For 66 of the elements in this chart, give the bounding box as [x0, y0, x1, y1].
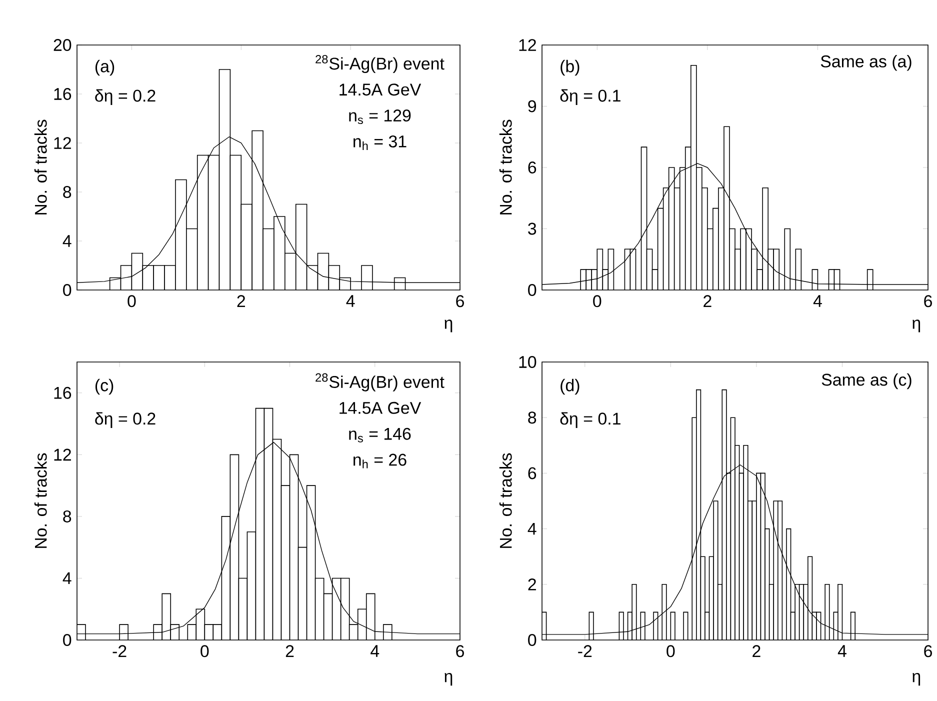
- y-axis-title: No. of tracks: [499, 120, 512, 214]
- x-tick-label: 6: [924, 645, 932, 658]
- x-tick-label: 0: [128, 295, 136, 308]
- y-tick-label: 0: [63, 634, 72, 646]
- x-tick-label: 2: [286, 645, 294, 658]
- x-tick-label: 6: [456, 295, 464, 308]
- annotation: δη = 0.2: [95, 412, 156, 428]
- x-tick-label: 6: [924, 295, 932, 308]
- y-axis-title: No. of tracks: [34, 120, 47, 214]
- x-tick-label: -2: [112, 645, 126, 658]
- x-axis-title: η: [444, 320, 452, 332]
- annotation: Same as (a): [820, 54, 912, 71]
- annotation: 14.5A GeV: [340, 84, 422, 96]
- x-tick-label: -2: [578, 645, 592, 658]
- x-tick-label: 4: [813, 295, 822, 307]
- y-tick-label: 16: [54, 88, 72, 100]
- y-tick-label: 8: [528, 412, 536, 424]
- x-tick-label: 0: [200, 645, 209, 658]
- y-tick-label: 2: [528, 578, 536, 590]
- x-tick-label: 2: [237, 295, 245, 307]
- y-tick-label: 20: [54, 38, 72, 51]
- y-tick-label: 0: [528, 284, 536, 296]
- annotation: n$_{s}$ = 146: [349, 428, 411, 442]
- y-tick-label: 6: [528, 161, 536, 174]
- y-tick-label: 4: [528, 522, 536, 535]
- annotation: (b): [560, 60, 580, 76]
- x-tick-label: 0: [593, 295, 602, 308]
- x-axis-title: η: [912, 320, 920, 332]
- y-tick-label: 3: [528, 222, 536, 235]
- x-tick-label: 0: [666, 645, 675, 658]
- y-tick-label: 6: [528, 467, 536, 480]
- y-tick-label: 8: [63, 186, 72, 198]
- y-tick-label: 0: [528, 634, 536, 646]
- x-tick-label: 6: [456, 645, 464, 658]
- x-tick-label: 2: [752, 645, 760, 658]
- y-tick-label: 4: [62, 235, 72, 247]
- y-tick-label: 12: [54, 448, 71, 461]
- y-axis-title: No. of tracks: [34, 453, 47, 548]
- y-tick-label: 12: [519, 39, 536, 51]
- y-axis-title: No. of tracks: [499, 453, 512, 548]
- annotation: n$_{h}$ = 26: [354, 454, 406, 468]
- x-tick-label: 4: [346, 295, 355, 307]
- annotation: δη = 0.1: [560, 412, 620, 428]
- y-tick-label: 16: [54, 386, 72, 399]
- annotation: (c): [95, 378, 114, 395]
- annotation: δη = 0.1: [560, 89, 620, 106]
- annotation: $^{28}$Si-Ag(Br) event: [316, 54, 444, 74]
- x-tick-label: 4: [370, 645, 380, 657]
- x-tick-label: 4: [838, 645, 846, 657]
- annotation: (d): [560, 378, 580, 395]
- annotation: n$_{h}$ = 31: [354, 135, 406, 150]
- annotation: 14.5A GeV: [340, 402, 422, 414]
- y-tick-label: 8: [63, 510, 72, 522]
- annotation: $^{28}$Si-Ag(Br) event: [316, 373, 444, 392]
- y-tick-label: 0: [63, 284, 72, 296]
- annotation: (a): [95, 60, 114, 76]
- annotation: n$_{s}$ = 129: [349, 110, 411, 124]
- x-axis-title: η: [912, 672, 920, 686]
- annotation: δη = 0.2: [95, 89, 156, 106]
- y-tick-label: 10: [519, 356, 536, 368]
- y-tick-label: 4: [62, 572, 72, 584]
- y-tick-label: 9: [528, 100, 536, 112]
- x-axis-title: η: [444, 672, 452, 686]
- x-tick-label: 2: [704, 295, 712, 307]
- annotation: Same as (c): [822, 373, 912, 390]
- y-tick-label: 12: [54, 137, 71, 149]
